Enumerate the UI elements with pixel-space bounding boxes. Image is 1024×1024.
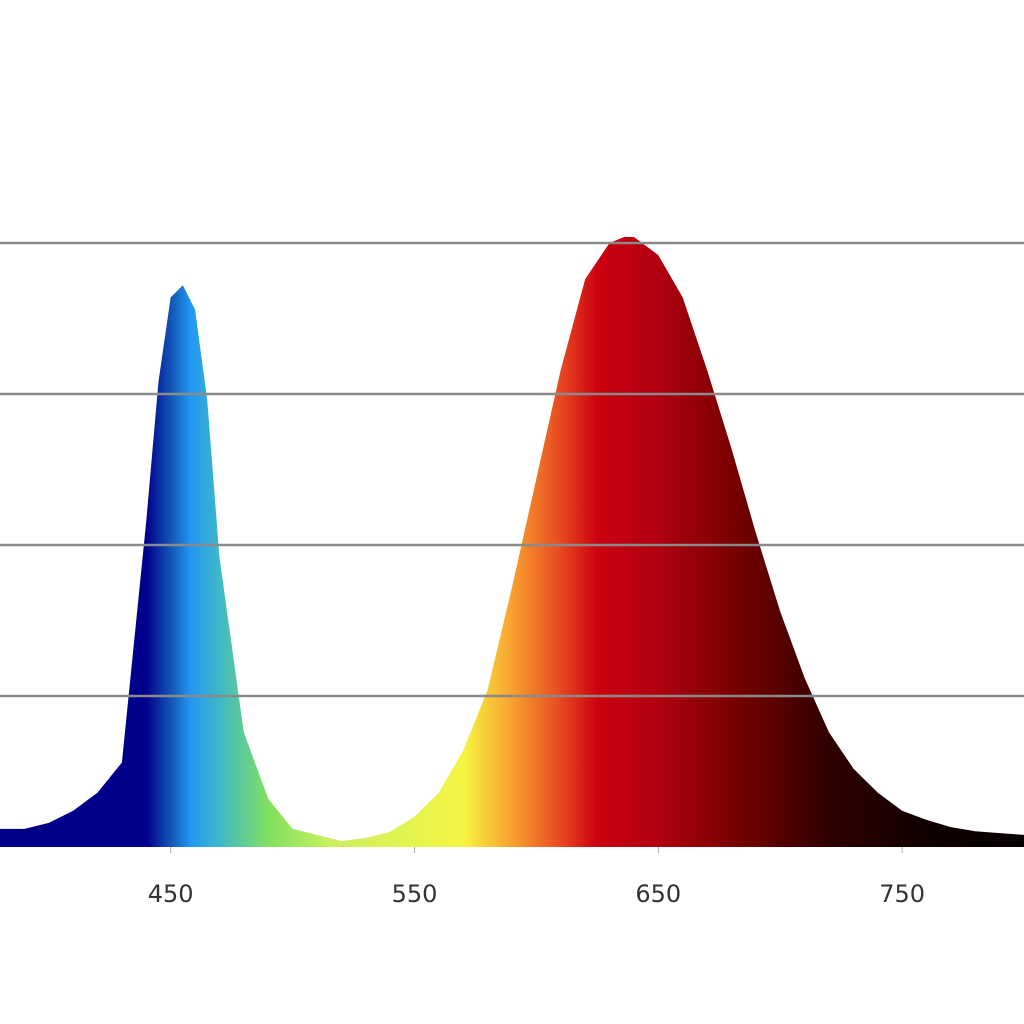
x-tick-label: 650 (635, 880, 681, 908)
spectrum-area (0, 236, 1024, 847)
x-tick-label: 750 (879, 880, 925, 908)
x-tick-label: 550 (392, 880, 438, 908)
x-tick-label: 450 (148, 880, 194, 908)
